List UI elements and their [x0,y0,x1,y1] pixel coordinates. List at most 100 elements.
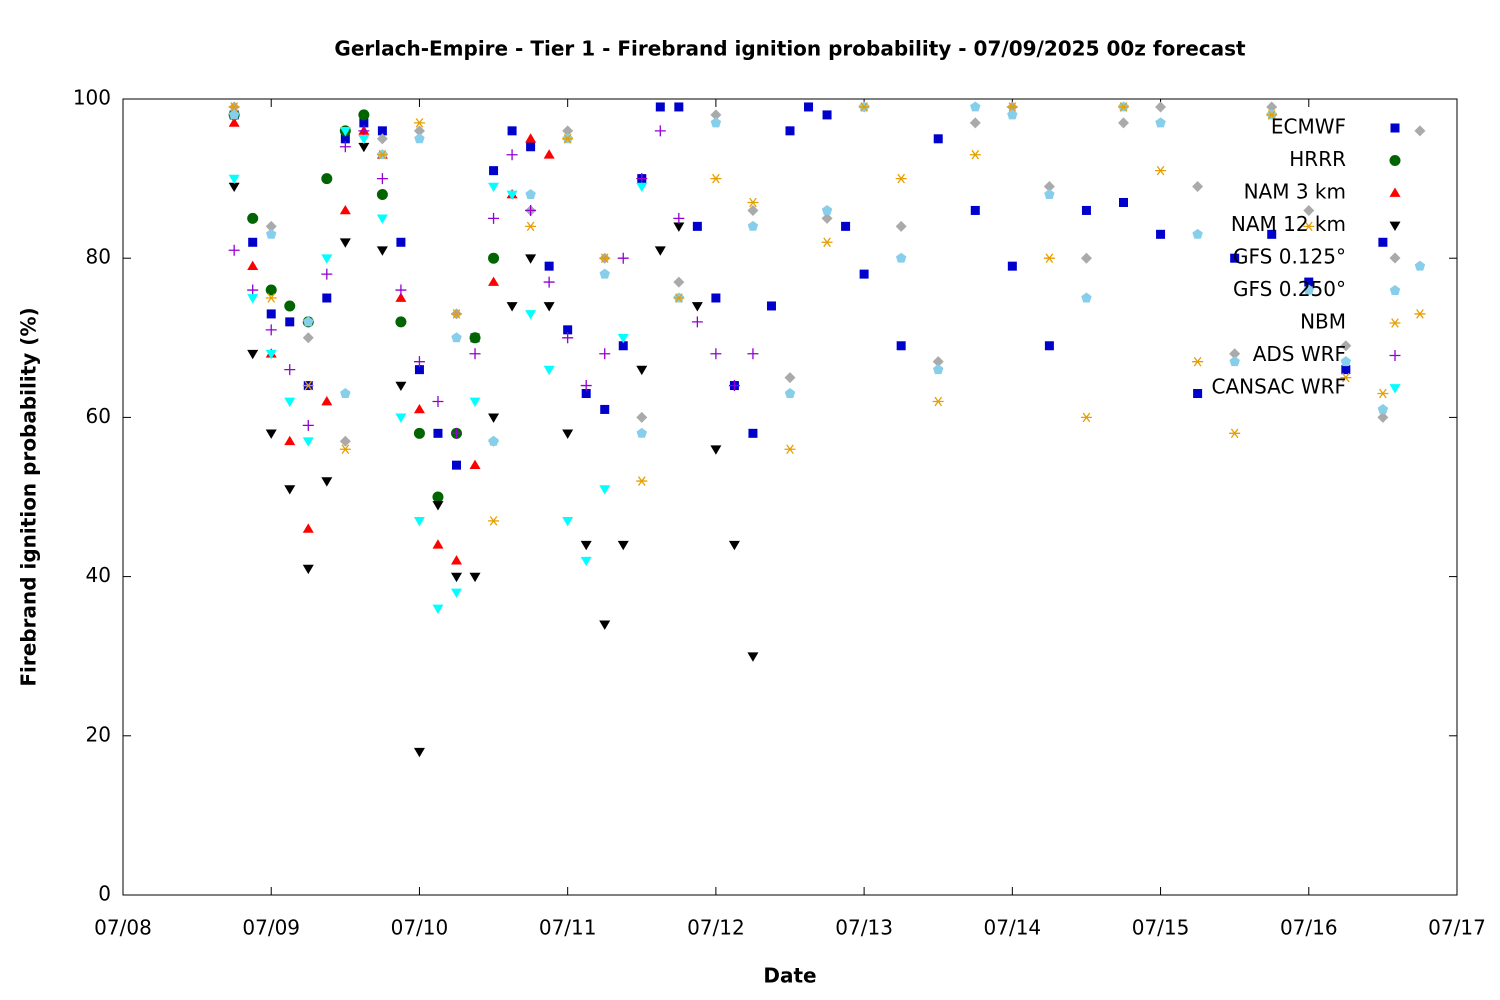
marker [302,419,314,431]
marker [562,517,574,527]
legend-marker [1389,221,1401,231]
marker [1007,261,1017,271]
marker [1155,101,1167,113]
x-tick-label: 07/10 [391,916,449,940]
marker [692,221,702,231]
marker [247,349,259,360]
marker [673,293,685,303]
legend-marker [1389,350,1401,361]
marker [600,404,610,414]
marker [785,126,795,136]
marker [339,141,351,153]
marker [451,332,462,343]
marker [710,173,722,184]
marker [228,174,240,185]
marker [673,212,685,224]
marker [395,413,407,423]
marker [1118,117,1129,129]
marker [728,540,740,551]
marker [673,276,685,288]
marker [228,182,240,193]
marker [599,348,611,360]
marker [636,427,648,438]
marker [1043,253,1055,263]
legend-marker [1389,318,1401,328]
marker [932,396,944,407]
marker [636,411,648,423]
marker [710,117,722,128]
marker [1377,411,1389,423]
marker [469,397,481,407]
y-tick-label: 80 [86,245,111,269]
marker [821,204,833,215]
marker [1193,389,1203,399]
marker [1378,237,1388,247]
marker [580,380,592,392]
marker [339,444,351,455]
marker [376,189,388,201]
marker [1267,229,1277,239]
marker [302,523,314,533]
marker [228,117,240,127]
marker [747,197,759,208]
marker [413,747,425,758]
marker [302,380,314,391]
marker [488,252,500,264]
marker [340,134,350,144]
marker [710,109,722,121]
legend-marker [1389,155,1401,166]
marker [376,173,388,185]
marker [932,356,944,368]
marker [488,435,499,446]
marker [321,173,333,185]
chart-title: Gerlach-Empire - Tier 1 - Firebrand igni… [334,37,1246,61]
marker [1118,102,1129,112]
marker [562,429,574,439]
marker [1119,197,1128,207]
marker [284,435,296,446]
marker [1229,428,1241,439]
marker [339,126,351,137]
marker [932,364,944,375]
legend-marker [1389,285,1401,295]
marker [970,101,981,112]
x-tick-label: 07/08 [94,916,152,940]
x-tick-label: 07/17 [1428,916,1486,940]
marker [895,252,907,263]
marker [321,477,333,487]
marker [1192,181,1204,193]
marker [654,125,666,137]
marker [1266,110,1278,120]
x-tick-label: 07/09 [242,916,300,940]
marker [322,293,332,303]
marker [1192,228,1203,239]
marker [562,134,574,144]
y-tick-label: 60 [86,404,111,428]
marker [451,427,462,439]
marker [1414,125,1426,137]
legend-label: ADS WRF [1253,342,1346,366]
marker [469,572,481,583]
marker [599,268,610,279]
marker [1043,181,1055,193]
marker [636,182,648,193]
marker [636,173,648,185]
marker [525,310,537,320]
marker [377,126,387,136]
legend-label: CANSAC WRF [1211,375,1346,399]
marker [543,365,555,376]
marker [284,300,296,312]
marker [563,325,573,335]
marker [1340,372,1352,383]
marker [452,460,461,470]
x-tick-label: 07/13 [835,916,893,940]
legend-label: NAM 3 km [1244,180,1346,204]
marker [340,388,351,398]
marker [1341,365,1351,375]
marker [1044,189,1055,199]
marker [321,254,333,264]
marker [413,356,425,368]
marker [1304,277,1314,287]
legend-label: ECMWF [1271,115,1346,139]
marker [247,284,259,296]
